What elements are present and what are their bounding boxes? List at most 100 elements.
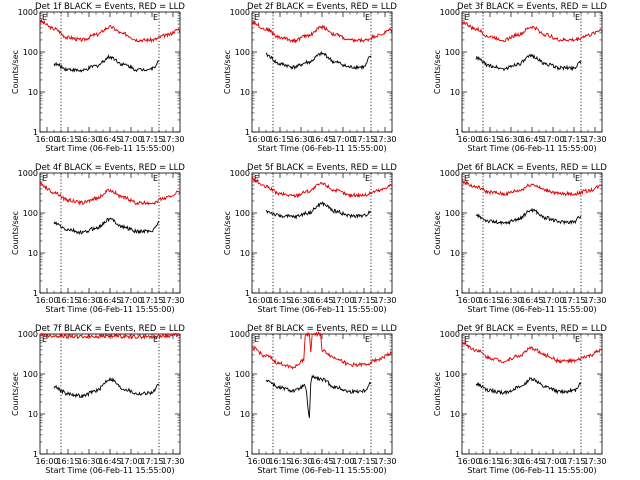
plot-9: Det 9f BLACK = Events, RED = LLD 1 10 100 10… [433, 324, 607, 475]
plot-1-series-events [53, 53, 160, 73]
plot-9-ytick-label: 1 [455, 450, 460, 459]
plot-5-xtick-label: 17:30 [373, 296, 396, 305]
plot-1-xtick-label: 16:30 [77, 135, 100, 144]
plot-6-series-events [475, 207, 582, 226]
plot-3-marker-label-end: E [575, 13, 580, 22]
plot-8: Det 8f BLACK = Events, RED = LLD 1 10 100 10… [223, 324, 397, 475]
plot-3-xtick-label: 17:00 [541, 135, 564, 144]
plot-9-xtick-label: 17:15 [562, 457, 585, 466]
plot-5-series-lld [251, 176, 393, 199]
plot-9-ytick-label: 1000 [440, 330, 460, 339]
plot-5-xtick-label: 17:15 [352, 296, 375, 305]
plot-2-ytick-label: 100 [235, 48, 250, 57]
plot-2-ytick-label: 1 [245, 128, 250, 137]
plot-8-marker-label-start: E [254, 335, 259, 344]
plot-6-xtick-label: 17:00 [541, 296, 564, 305]
plot-3: Det 3f BLACK = Events, RED = LLD 1 10 100 10… [433, 2, 607, 153]
plot-4-ylabel: Counts/sec [11, 211, 20, 255]
plot-1-ytick-label: 1000 [18, 8, 38, 17]
plot-7-xlabel: Start Time (06-Feb-11 15:55:00) [45, 466, 174, 475]
plot-8-xlabel: Start Time (06-Feb-11 15:55:00) [257, 466, 386, 475]
plot-5-xtick-label: 16:15 [268, 296, 291, 305]
plot-4-ytick-label: 10 [28, 249, 38, 258]
plot-4-ytick-label: 100 [23, 209, 38, 218]
plot-8-series-lld [251, 331, 393, 370]
plot-9-marker-label-start: E [464, 335, 469, 344]
plot-7-marker-label-start: E [42, 335, 47, 344]
plot-3-ytick-label: 10 [450, 88, 460, 97]
plot-5-ylabel: Counts/sec [223, 211, 232, 255]
plot-9-marker-label-end: E [575, 335, 580, 344]
plot-1-xtick-label: 17:00 [119, 135, 142, 144]
plot-4-xtick-label: 17:15 [140, 296, 163, 305]
plot-4: Det 4f BLACK = Events, RED = LLD 1 10 100 10… [11, 163, 185, 314]
plot-7-xtick-label: 16:30 [77, 457, 100, 466]
plot-6-title: Det 6f BLACK = Events, RED = LLD [457, 163, 607, 173]
plot-4-xlabel: Start Time (06-Feb-11 15:55:00) [45, 305, 174, 314]
plot-4-ytick-label: 1000 [18, 169, 38, 178]
plot-2-marker-label-start: E [254, 13, 259, 22]
plot-7-ytick-label: 10 [28, 410, 38, 419]
plot-6-ytick-label: 10 [450, 249, 460, 258]
plot-5-ytick-label: 1000 [230, 169, 250, 178]
plot-3-frame [461, 11, 603, 133]
plot-7-xtick-label: 16:45 [98, 457, 121, 466]
plot-6-xtick-label: 16:15 [478, 296, 501, 305]
plot-4-series-events [53, 217, 160, 236]
plot-6-xtick-label: 16:00 [457, 296, 480, 305]
plot-1-xtick-label: 16:45 [98, 135, 121, 144]
plot-6-xtick-label: 16:30 [499, 296, 522, 305]
plot-5-ytick-label: 1 [245, 289, 250, 298]
plot-3-series-lld [461, 20, 603, 43]
plot-3-xtick-label: 17:30 [583, 135, 606, 144]
plot-8-xtick-label: 16:00 [247, 457, 270, 466]
plot-4-xtick-label: 16:00 [35, 296, 58, 305]
plot-6-marker-label-end: E [575, 174, 580, 183]
plot-3-marker-label-start: E [464, 13, 469, 22]
plot-4-ytick-label: 1 [33, 289, 38, 298]
plot-6-xlabel: Start Time (06-Feb-11 15:55:00) [467, 305, 596, 314]
plot-2-xtick-label: 17:30 [373, 135, 396, 144]
plot-1-xtick-label: 16:15 [56, 135, 79, 144]
plot-2-xlabel: Start Time (06-Feb-11 15:55:00) [257, 144, 386, 153]
plot-4-xtick-label: 17:00 [119, 296, 142, 305]
plot-1-xlabel: Start Time (06-Feb-11 15:55:00) [45, 144, 174, 153]
plot-2-xtick-label: 17:00 [331, 135, 354, 144]
plot-5-xtick-label: 17:00 [331, 296, 354, 305]
plot-8-ytick-label: 100 [235, 370, 250, 379]
plot-5-marker-label-start: E [254, 174, 259, 183]
plot-5-ytick-label: 100 [235, 209, 250, 218]
plot-7-ytick-label: 1 [33, 450, 38, 459]
plot-7-ylabel: Counts/sec [11, 372, 20, 416]
plot-3-xtick-label: 16:45 [520, 135, 543, 144]
plot-9-xtick-label: 16:15 [478, 457, 501, 466]
plot-2-xtick-label: 16:30 [289, 135, 312, 144]
plot-6-xtick-label: 17:15 [562, 296, 585, 305]
plot-5-ytick-label: 10 [240, 249, 250, 258]
plot-6-series-lld [461, 179, 603, 197]
plot-4-series-lld [39, 182, 181, 206]
plot-7-ytick-label: 100 [23, 370, 38, 379]
plot-6: Det 6f BLACK = Events, RED = LLD 1 10 100 10… [433, 163, 607, 314]
plot-6-ytick-label: 1000 [440, 169, 460, 178]
plot-3-ytick-label: 1 [455, 128, 460, 137]
plot-3-xlabel: Start Time (06-Feb-11 15:55:00) [467, 144, 596, 153]
plot-8-xtick-label: 16:15 [268, 457, 291, 466]
plot-8-xtick-label: 17:00 [331, 457, 354, 466]
plot-7-xtick-label: 17:00 [119, 457, 142, 466]
plot-8-xtick-label: 16:45 [310, 457, 333, 466]
plot-8-xtick-label: 17:30 [373, 457, 396, 466]
plot-1-title: Det 1f BLACK = Events, RED = LLD [35, 2, 185, 12]
plot-3-ytick-label: 1000 [440, 8, 460, 17]
plot-4-xtick-label: 16:15 [56, 296, 79, 305]
plot-8-xtick-label: 17:15 [352, 457, 375, 466]
plot-5: Det 5f BLACK = Events, RED = LLD 1 10 100 10… [223, 163, 397, 314]
plot-7-ytick-label: 1000 [18, 330, 38, 339]
plot-2-xtick-label: 17:15 [352, 135, 375, 144]
plot-1-frame [39, 11, 181, 133]
plot-5-frame [251, 172, 393, 294]
plot-5-xlabel: Start Time (06-Feb-11 15:55:00) [257, 305, 386, 314]
plot-8-xtick-label: 16:30 [289, 457, 312, 466]
plot-5-title: Det 5f BLACK = Events, RED = LLD [247, 163, 397, 173]
plot-5-xtick-label: 16:45 [310, 296, 333, 305]
